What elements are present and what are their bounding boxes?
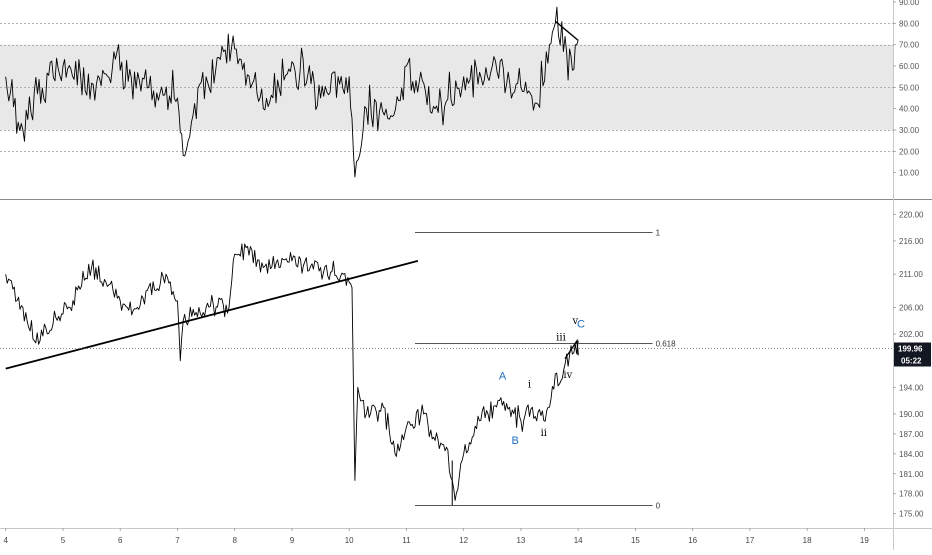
- x-tick: 5: [61, 536, 66, 545]
- price-y-tick: 178.00: [899, 490, 924, 499]
- x-tick: 4: [3, 536, 8, 545]
- price-y-tick: 206.00: [899, 303, 924, 312]
- x-tick: 9: [290, 536, 295, 545]
- x-tick: 12: [459, 536, 468, 545]
- x-tick: 8: [232, 536, 237, 545]
- fib-level-label: 0.618: [656, 340, 677, 349]
- countdown-value: 05:22: [901, 357, 922, 366]
- x-tick: 10: [345, 536, 354, 545]
- price-trendline[interactable]: [5, 260, 419, 370]
- wave-label-v: v: [571, 316, 578, 327]
- price-y-tick: 190.00: [899, 410, 924, 419]
- current-price-value: 199.96: [898, 345, 923, 354]
- wave-label-C: C: [577, 318, 585, 330]
- x-tick: 13: [516, 536, 525, 545]
- oscillator-y-tick: 20.00: [899, 147, 920, 156]
- price-y-tick: 220.00: [899, 210, 924, 219]
- x-tick: 11: [402, 536, 411, 545]
- price-y-tick: 202.00: [899, 330, 924, 339]
- oscillator-y-tick: 60.00: [899, 62, 920, 71]
- x-tick: 16: [688, 536, 697, 545]
- wave-label-ii: ii: [541, 428, 547, 439]
- price-y-tick: 181.00: [899, 470, 924, 479]
- price-y-tick: 211.00: [899, 270, 923, 279]
- price-y-tick: 194.00: [899, 383, 924, 392]
- oscillator-y-tick: 30.00: [899, 126, 920, 135]
- price-y-tick: 187.00: [899, 430, 924, 439]
- oscillator-y-tick: 40.00: [899, 105, 920, 114]
- wave-label-iii: iii: [556, 333, 566, 344]
- countdown-bg: [894, 354, 931, 367]
- wave-c-bracket: [564, 338, 579, 360]
- oscillator-y-tick: 50.00: [899, 83, 920, 92]
- axis-layer: 10.00 20.00 30.00 40.00 50.00 60.00 70.00 80.00…: [3, 0, 931, 545]
- oscillator-y-tick: 70.00: [899, 41, 920, 50]
- price-y-tick: 175.00: [899, 510, 924, 519]
- fib-level-label: 1: [656, 229, 661, 238]
- x-tick: 7: [175, 536, 180, 545]
- series-layer: [5, 6, 579, 501]
- x-tick: 17: [745, 536, 754, 545]
- fib-level-label: 0: [656, 502, 661, 511]
- wave-label-B: B: [512, 435, 519, 447]
- price-y-tick: 216.00: [899, 237, 924, 246]
- current-price-tag[interactable]: 199.96 05:22: [894, 342, 931, 367]
- x-tick: 18: [803, 536, 812, 545]
- x-tick: 6: [118, 536, 123, 545]
- x-tick: 14: [574, 536, 583, 545]
- oscillator-y-tick: 90.00: [899, 0, 920, 7]
- oscillator-trendline[interactable]: [554, 20, 579, 41]
- x-tick: 15: [631, 536, 640, 545]
- wave-label-A: A: [499, 370, 507, 382]
- oscillator-y-tick: 80.00: [899, 19, 920, 28]
- x-tick: 19: [860, 536, 869, 545]
- oscillator-y-tick: 10.00: [899, 169, 920, 178]
- price-y-tick: 184.00: [899, 450, 924, 459]
- wave-label-iv: iv: [563, 370, 572, 381]
- price-line[interactable]: [5, 243, 579, 501]
- oscillator-line[interactable]: [5, 6, 579, 178]
- current-price-tag-bg: [894, 342, 931, 355]
- wave-label-i: i: [528, 379, 531, 390]
